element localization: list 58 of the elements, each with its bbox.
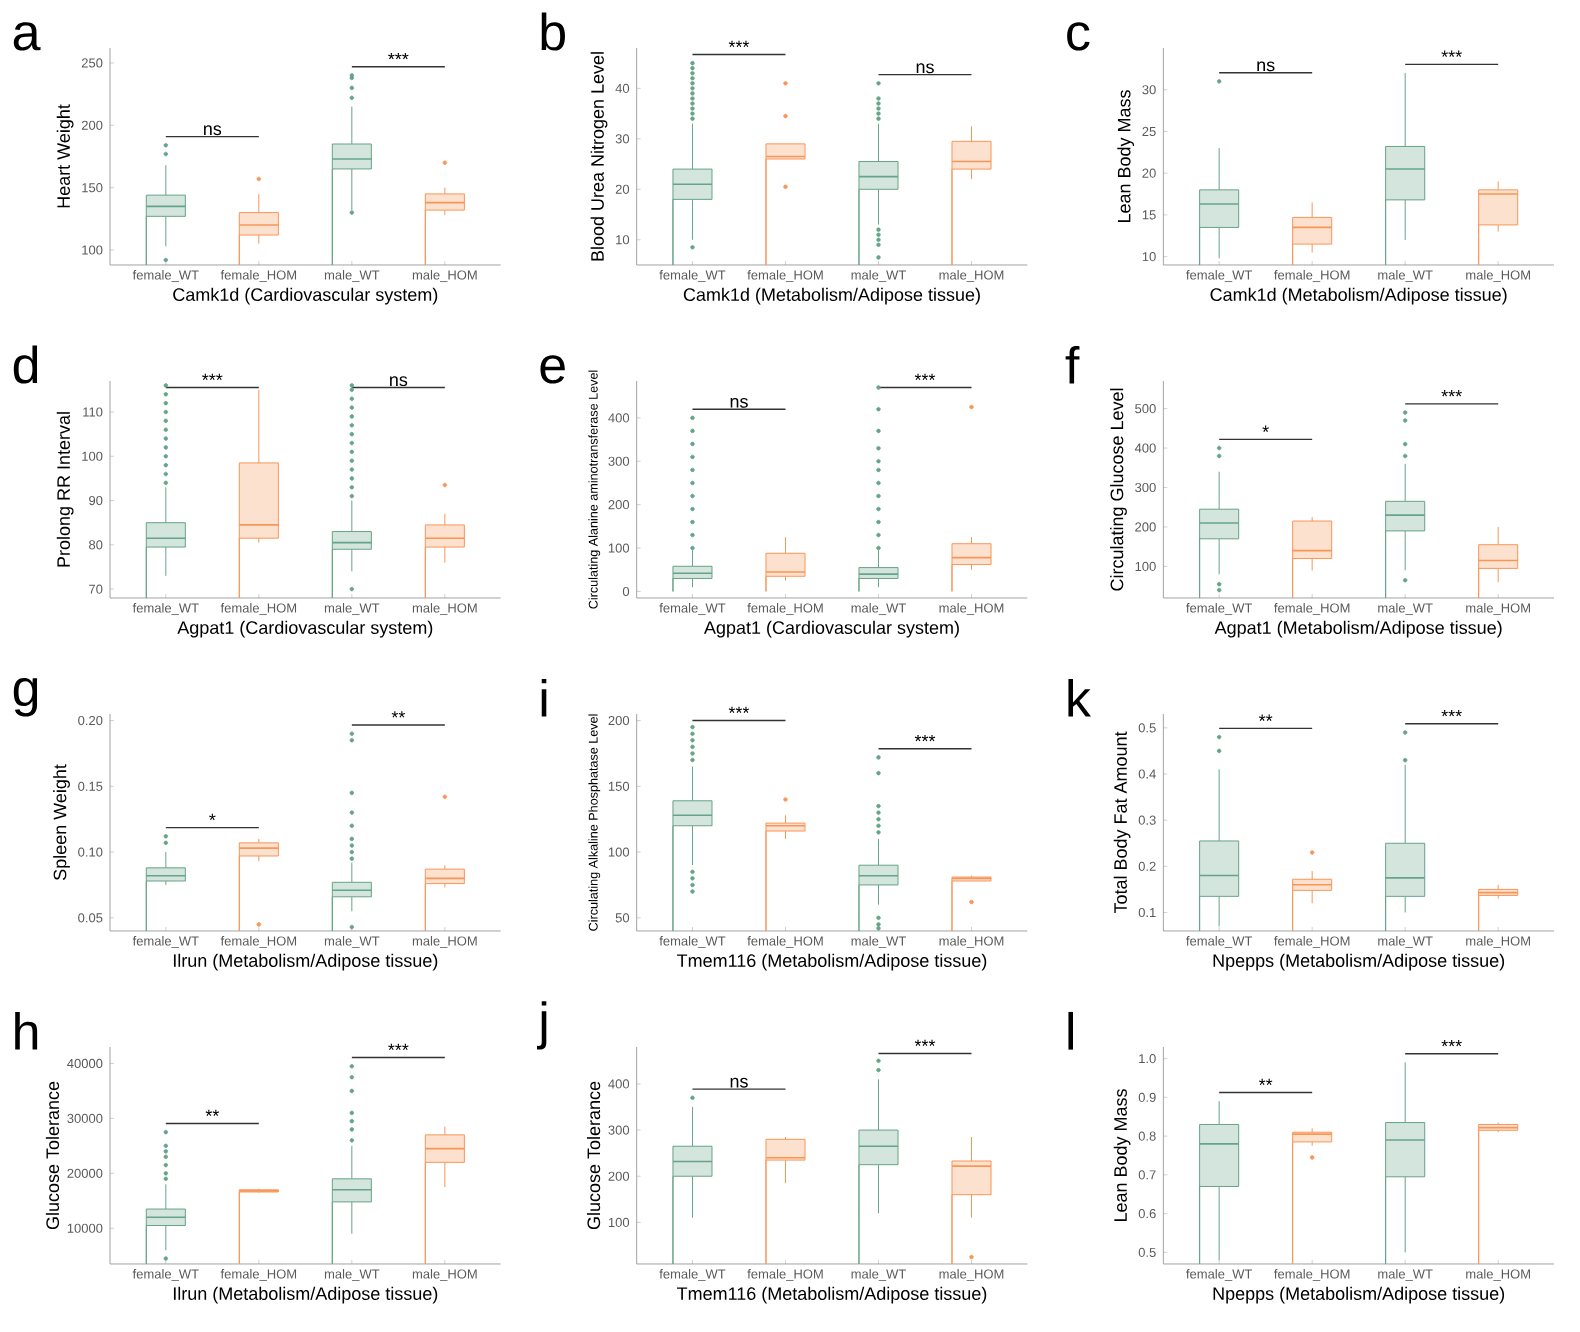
x-axis-title: Agpat1 (Cardiovascular system) (177, 620, 433, 638)
annotation: ns (1257, 61, 1275, 72)
x-axis-title: Npepps (Metabolism/Adipose tissue) (1213, 1286, 1505, 1304)
x-axis-title: Npepps (Metabolism/Adipose tissue) (1213, 953, 1505, 971)
chart-title: g (13, 677, 38, 717)
x-axis-title: Camk1d (Metabolism/Adipose tissue) (683, 287, 980, 305)
annotation: ns (204, 125, 222, 136)
x-axis-title: Ilrun (Metabolism/Adipose tissue) (173, 1286, 438, 1304)
x-axis-title: Agpat1 (Metabolism/Adipose tissue) (1214, 620, 1502, 638)
text: *** (914, 1039, 936, 1047)
annotation: * (1262, 425, 1269, 432)
annotation: ** (205, 1109, 220, 1116)
annotation: *** (1441, 50, 1462, 57)
y-axis-title: Spleen Weight (53, 764, 70, 881)
chart-title: j (537, 1001, 547, 1050)
chart-title: d (13, 345, 38, 384)
annotation: ** (1258, 714, 1273, 721)
chart-title: k (1068, 678, 1091, 717)
x-axis-title: Tmem116 (Metabolism/Adipose tissue) (677, 953, 987, 971)
text: *** (202, 373, 223, 381)
text: *** (914, 373, 936, 381)
chart-title: b (541, 12, 565, 51)
x-axis-title: Agpat1 (Cardiovascular system) (703, 620, 959, 638)
y-axis-title: Blood Urea Nitrogen Level (590, 52, 608, 261)
x-axis-title: Camk1d (Cardiovascular system) (173, 287, 438, 305)
annotation: ** (1258, 1078, 1273, 1086)
chart-title: l (1068, 1011, 1073, 1050)
y-axis-title: Circulating Glucose Level (1110, 388, 1127, 591)
annotation: *** (388, 1043, 409, 1051)
text: *** (728, 706, 750, 714)
y-axis-title: Prolong RR Interval (56, 412, 74, 567)
annotation: ns (730, 397, 748, 408)
annotation: ** (391, 711, 406, 718)
x-axis-title: Tmem116 (Metabolism/Adipose tissue) (677, 1286, 987, 1304)
x-axis-title: Camk1d (Metabolism/Adipose tissue) (1210, 287, 1507, 305)
y-axis-title: Glucose Tolerance (45, 1081, 60, 1230)
x-axis-title: Ilrun (Metabolism/Adipose tissue) (173, 953, 438, 971)
text: *** (728, 40, 750, 48)
annotation: * (209, 813, 216, 821)
y-axis-title: Total Body Fat Amount (1113, 731, 1131, 914)
annotation: ns (916, 63, 934, 74)
chart-title: i (541, 678, 547, 717)
chart-title: f (1065, 345, 1080, 384)
y-axis-title: Lean Body Mass (1113, 1089, 1131, 1222)
annotation: *** (914, 734, 936, 742)
y-axis-title: Lean Body Mass (1117, 90, 1135, 223)
chart-title: e (540, 355, 565, 384)
annotation: *** (388, 52, 409, 60)
annotation: ns (390, 376, 408, 387)
chart-title: h (15, 1011, 38, 1050)
annotation: *** (1441, 390, 1462, 397)
annotation: *** (1441, 709, 1462, 717)
chart-title: c (1067, 22, 1090, 51)
annotation: ns (730, 1077, 748, 1088)
y-axis-title: Glucose Tolerance (586, 1081, 601, 1230)
text: *** (1441, 1040, 1462, 1047)
y-axis-title: Heart Weight (56, 104, 74, 208)
chart-title: a (13, 22, 41, 51)
